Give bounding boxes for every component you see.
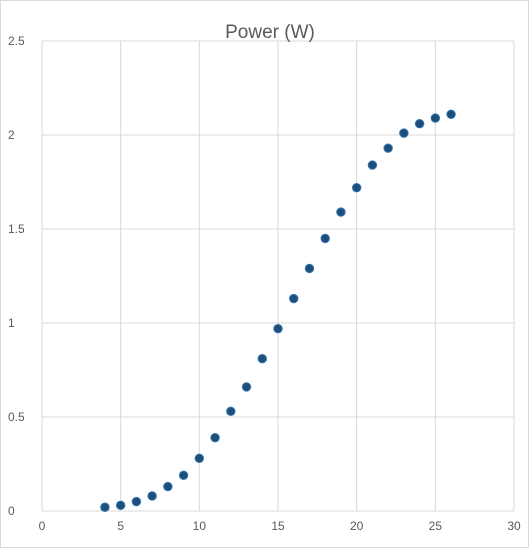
data-point	[273, 323, 283, 334]
data-point	[399, 128, 409, 138]
data-point	[320, 233, 330, 244]
data-point	[446, 109, 456, 120]
x-tick-label: 15	[271, 519, 285, 533]
data-point	[336, 207, 346, 217]
x-tick-label: 0	[39, 519, 46, 533]
data-point	[241, 382, 252, 392]
data-point	[210, 432, 220, 443]
data-point	[367, 160, 378, 170]
y-tick-label: 0	[8, 504, 15, 518]
data-point	[163, 481, 173, 492]
x-tick-label: 30	[507, 519, 521, 533]
data-point	[100, 502, 110, 512]
data-point	[257, 354, 267, 364]
data-point	[131, 496, 142, 507]
x-tick-label: 20	[350, 519, 364, 533]
data-point	[414, 119, 425, 129]
data-point	[351, 182, 362, 193]
data-point	[226, 406, 236, 417]
data-point	[289, 293, 299, 304]
data-point	[147, 491, 157, 501]
data-point	[383, 143, 393, 153]
chart-title: Power (W)	[225, 22, 315, 43]
data-point	[115, 500, 126, 511]
data-point	[430, 113, 441, 123]
y-tick-label: 0.5	[8, 410, 25, 424]
data-points	[100, 109, 456, 512]
y-tick-label: 1.5	[8, 222, 25, 236]
y-tick-label: 2	[8, 128, 15, 142]
tick-labels: 0 5 10 15 20 25 30 0 0.5 1 1.5 2 2.5	[8, 34, 521, 533]
grid	[41, 40, 515, 512]
data-point	[194, 453, 205, 464]
data-point	[304, 263, 315, 274]
x-tick-label: 25	[429, 519, 443, 533]
y-tick-label: 1	[8, 316, 15, 330]
x-tick-label: 5	[117, 519, 124, 533]
data-point	[178, 470, 189, 480]
x-tick-label: 10	[193, 519, 207, 533]
y-tick-label: 2.5	[8, 34, 25, 48]
